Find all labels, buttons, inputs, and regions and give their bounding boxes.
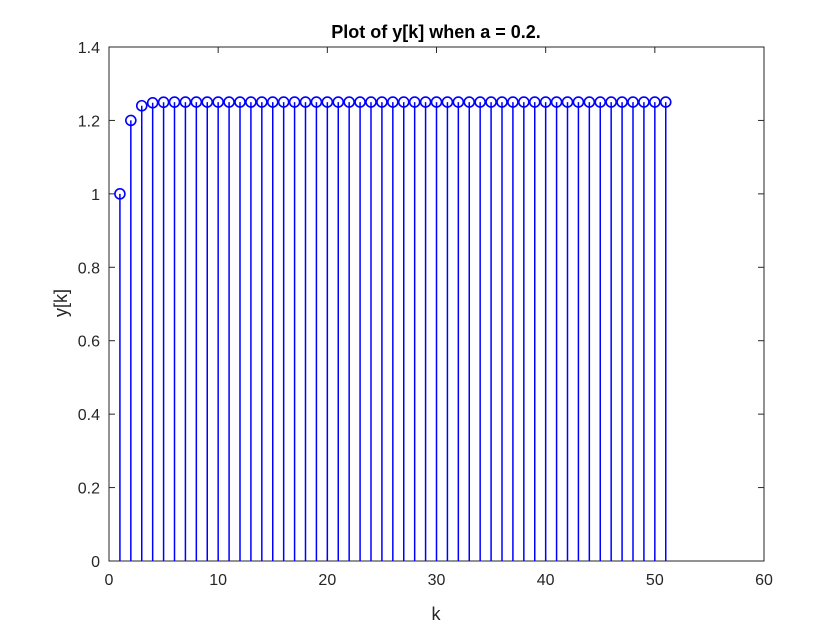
stem-marker bbox=[146, 97, 159, 109]
stem-marker bbox=[583, 96, 596, 108]
stem-marker bbox=[354, 96, 366, 108]
stem-marker bbox=[256, 96, 268, 108]
stem-marker bbox=[245, 96, 257, 108]
stem-marker bbox=[179, 96, 192, 108]
stem-marker bbox=[496, 96, 508, 108]
stem-marker bbox=[408, 96, 421, 108]
stem-marker bbox=[277, 96, 290, 108]
y-tick-label: 0 bbox=[91, 554, 100, 571]
stem-marker bbox=[201, 96, 214, 108]
stem-marker bbox=[430, 96, 443, 108]
stem-marker bbox=[507, 96, 519, 108]
y-tick-label: 1 bbox=[91, 187, 100, 204]
stem-marker bbox=[135, 99, 148, 112]
x-tick-label: 50 bbox=[646, 572, 664, 589]
stem-marker bbox=[419, 96, 432, 108]
stem-marker bbox=[485, 96, 497, 108]
stem-marker bbox=[376, 96, 388, 108]
stem-marker bbox=[299, 96, 312, 108]
stem-marker bbox=[452, 96, 465, 108]
stem-marker bbox=[190, 96, 203, 108]
x-tick-label: 40 bbox=[537, 572, 555, 589]
x-tick-label: 20 bbox=[318, 572, 336, 589]
stem-marker bbox=[616, 96, 628, 108]
stem-marker bbox=[572, 96, 585, 108]
stem-marker bbox=[605, 96, 617, 108]
stem-marker bbox=[157, 96, 170, 109]
chart-title: Plot of y[k] when a = 0.2. bbox=[331, 22, 541, 42]
x-axis-title: k bbox=[432, 604, 442, 624]
x-tick-label: 60 bbox=[755, 572, 773, 589]
y-tick-label: 0.6 bbox=[78, 334, 100, 351]
stem-marker bbox=[223, 96, 235, 108]
y-tick-label: 0.4 bbox=[78, 407, 100, 424]
y-tick-label: 0.2 bbox=[78, 481, 100, 498]
stem-marker bbox=[441, 96, 454, 108]
y-tick-label: 1.4 bbox=[78, 40, 100, 57]
stem-marker bbox=[365, 96, 377, 108]
stem-marker bbox=[234, 96, 246, 108]
stem-marker bbox=[125, 114, 137, 127]
stem-marker bbox=[659, 96, 672, 108]
x-tick-label: 10 bbox=[209, 572, 227, 589]
x-tick-label: 0 bbox=[105, 572, 114, 589]
stem-marker bbox=[550, 96, 563, 108]
stem-marker bbox=[518, 96, 530, 108]
x-tick-label: 30 bbox=[428, 572, 446, 589]
stem-marker bbox=[528, 96, 541, 108]
stem-marker bbox=[310, 96, 323, 108]
stem-marker bbox=[561, 96, 574, 108]
stem-marker bbox=[638, 96, 650, 108]
stem-marker bbox=[288, 96, 301, 108]
stem-marker bbox=[168, 96, 181, 108]
stem-series bbox=[114, 96, 672, 561]
stem-marker bbox=[594, 96, 607, 108]
y-axis-title: y[k] bbox=[51, 289, 71, 317]
y-tick-label: 0.8 bbox=[78, 260, 100, 277]
stem-marker bbox=[212, 96, 224, 108]
stem-marker bbox=[387, 96, 399, 108]
stem-marker bbox=[321, 96, 334, 108]
stem-marker bbox=[397, 96, 410, 108]
y-tick-label: 1.2 bbox=[78, 113, 100, 130]
stem-marker bbox=[649, 96, 661, 108]
stem-marker bbox=[463, 96, 476, 108]
stem-marker bbox=[539, 96, 552, 108]
stem-marker bbox=[627, 96, 639, 108]
stem-marker bbox=[114, 188, 126, 200]
stem-marker bbox=[266, 96, 279, 108]
stem-marker bbox=[343, 96, 355, 108]
stem-marker bbox=[474, 96, 486, 108]
stem-marker bbox=[332, 96, 345, 108]
